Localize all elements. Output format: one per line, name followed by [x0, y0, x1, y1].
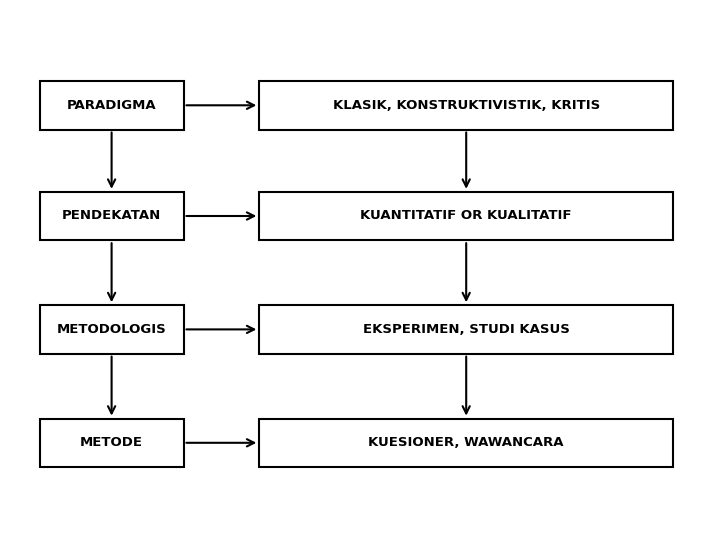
- Text: PENDEKATAN: PENDEKATAN: [62, 210, 161, 222]
- FancyBboxPatch shape: [259, 305, 673, 354]
- Text: METODE: METODE: [80, 436, 143, 449]
- Text: KUANTITATIF OR KUALITATIF: KUANTITATIF OR KUALITATIF: [361, 210, 572, 222]
- FancyBboxPatch shape: [259, 418, 673, 467]
- FancyBboxPatch shape: [40, 305, 184, 354]
- Text: METODOLOGIS: METODOLOGIS: [57, 323, 166, 336]
- FancyBboxPatch shape: [259, 192, 673, 240]
- Text: EKSPERIMEN, STUDI KASUS: EKSPERIMEN, STUDI KASUS: [363, 323, 570, 336]
- Text: KLASIK, KONSTRUKTIVISTIK, KRITIS: KLASIK, KONSTRUKTIVISTIK, KRITIS: [333, 99, 600, 112]
- FancyBboxPatch shape: [259, 81, 673, 130]
- FancyBboxPatch shape: [40, 81, 184, 130]
- FancyBboxPatch shape: [40, 418, 184, 467]
- FancyBboxPatch shape: [40, 192, 184, 240]
- Text: KUESIONER, WAWANCARA: KUESIONER, WAWANCARA: [369, 436, 564, 449]
- Text: PARADIGMA: PARADIGMA: [67, 99, 156, 112]
